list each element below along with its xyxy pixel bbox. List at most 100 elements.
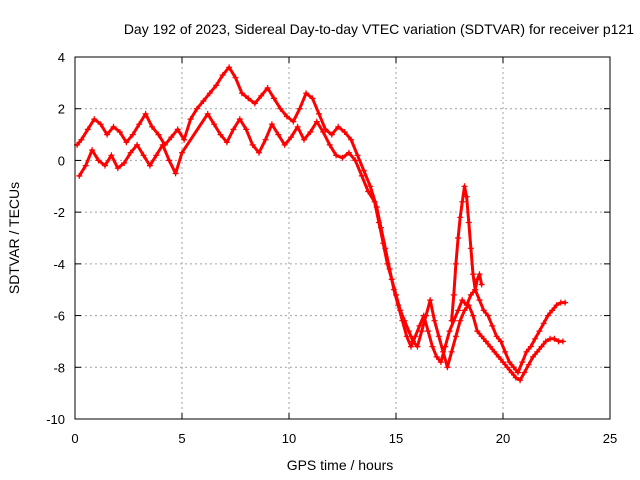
data-point bbox=[307, 129, 314, 135]
axes: 0 5 10 15 20 25 -10 -8 -6 -4 -2 0 2 4 bbox=[46, 50, 617, 446]
data-point bbox=[123, 139, 130, 146]
x-axis-label: GPS time / hours bbox=[287, 457, 394, 473]
data-point bbox=[510, 364, 517, 371]
data-point bbox=[271, 95, 277, 102]
data-point bbox=[367, 183, 374, 190]
data-point bbox=[345, 149, 352, 156]
data-point bbox=[146, 162, 153, 169]
data-point bbox=[444, 364, 451, 371]
data-point bbox=[296, 105, 303, 112]
data-point bbox=[435, 333, 442, 340]
data-point bbox=[200, 98, 207, 104]
data-point bbox=[440, 348, 447, 355]
data-point bbox=[423, 312, 429, 319]
data-point bbox=[418, 328, 425, 335]
data-point bbox=[544, 312, 551, 319]
data-point bbox=[114, 165, 121, 172]
data-point bbox=[493, 333, 500, 340]
data-point bbox=[459, 198, 466, 205]
data-point bbox=[538, 343, 545, 350]
data-point bbox=[352, 157, 359, 164]
data-point bbox=[211, 121, 218, 128]
data-point bbox=[559, 338, 566, 345]
data-point bbox=[429, 343, 436, 350]
data-point bbox=[127, 149, 134, 156]
data-point bbox=[457, 214, 464, 221]
data-point bbox=[102, 162, 108, 169]
data-point bbox=[489, 322, 496, 329]
data-point bbox=[467, 245, 474, 252]
data-point bbox=[472, 286, 479, 293]
data-point bbox=[142, 110, 149, 117]
data-point bbox=[512, 374, 519, 381]
data-point bbox=[283, 113, 290, 120]
x-tick-label: 10 bbox=[282, 431, 296, 446]
data-point bbox=[478, 281, 485, 288]
data-point bbox=[476, 271, 483, 278]
y-tick-label: -8 bbox=[53, 360, 65, 375]
data-point bbox=[474, 276, 481, 283]
data-point bbox=[335, 123, 342, 130]
series-2 bbox=[448, 183, 485, 324]
data-point bbox=[403, 333, 410, 340]
data-point bbox=[281, 141, 288, 148]
data-point bbox=[393, 291, 399, 298]
data-point bbox=[525, 361, 532, 368]
x-tick-label: 5 bbox=[178, 431, 185, 446]
data-point bbox=[354, 152, 361, 159]
data-point bbox=[238, 90, 245, 97]
data-point bbox=[427, 297, 434, 304]
data-point bbox=[206, 90, 213, 97]
data-point bbox=[256, 149, 262, 156]
data-point bbox=[76, 172, 83, 179]
data-point bbox=[136, 121, 143, 128]
data-point bbox=[465, 302, 472, 309]
y-tick-label: -6 bbox=[53, 309, 65, 324]
data-point bbox=[358, 172, 365, 179]
data-point bbox=[249, 141, 256, 148]
data-point bbox=[450, 291, 457, 298]
data-point bbox=[540, 320, 547, 327]
data-point bbox=[129, 131, 136, 138]
y-axis-label: SDTVAR / TECUs bbox=[6, 182, 22, 294]
data-point bbox=[412, 333, 419, 340]
data-point bbox=[474, 328, 481, 335]
data-point bbox=[502, 348, 509, 355]
data-point bbox=[341, 129, 348, 135]
data-point bbox=[523, 348, 530, 355]
data-point bbox=[515, 369, 521, 376]
data-point bbox=[217, 131, 224, 138]
data-point bbox=[500, 359, 506, 366]
data-point bbox=[230, 126, 237, 133]
y-tick-label: -10 bbox=[46, 412, 65, 427]
data-point bbox=[226, 64, 233, 71]
x-tick-label: 20 bbox=[496, 431, 510, 446]
data-point bbox=[371, 198, 378, 205]
data-point bbox=[517, 377, 524, 384]
data-point bbox=[153, 152, 160, 159]
data-point bbox=[534, 348, 541, 355]
x-tick-label: 15 bbox=[389, 431, 403, 446]
data-point bbox=[508, 369, 515, 376]
data-point bbox=[328, 131, 335, 138]
data-point bbox=[134, 141, 141, 148]
data-point bbox=[461, 183, 468, 190]
data-point bbox=[313, 118, 320, 125]
data-point bbox=[110, 123, 117, 130]
data-point bbox=[425, 328, 432, 335]
data-point bbox=[326, 141, 333, 148]
data-point bbox=[388, 276, 395, 283]
y-tick-label: -2 bbox=[53, 205, 65, 220]
data-point bbox=[452, 333, 459, 340]
data-point bbox=[470, 312, 476, 319]
data-point bbox=[455, 307, 462, 314]
data-point bbox=[264, 85, 271, 91]
data-point bbox=[495, 353, 502, 360]
data-point bbox=[213, 82, 220, 89]
data-point bbox=[219, 72, 226, 79]
data-point bbox=[179, 149, 185, 156]
data-point bbox=[95, 157, 102, 164]
data-point bbox=[268, 121, 275, 128]
data-point bbox=[446, 328, 453, 335]
